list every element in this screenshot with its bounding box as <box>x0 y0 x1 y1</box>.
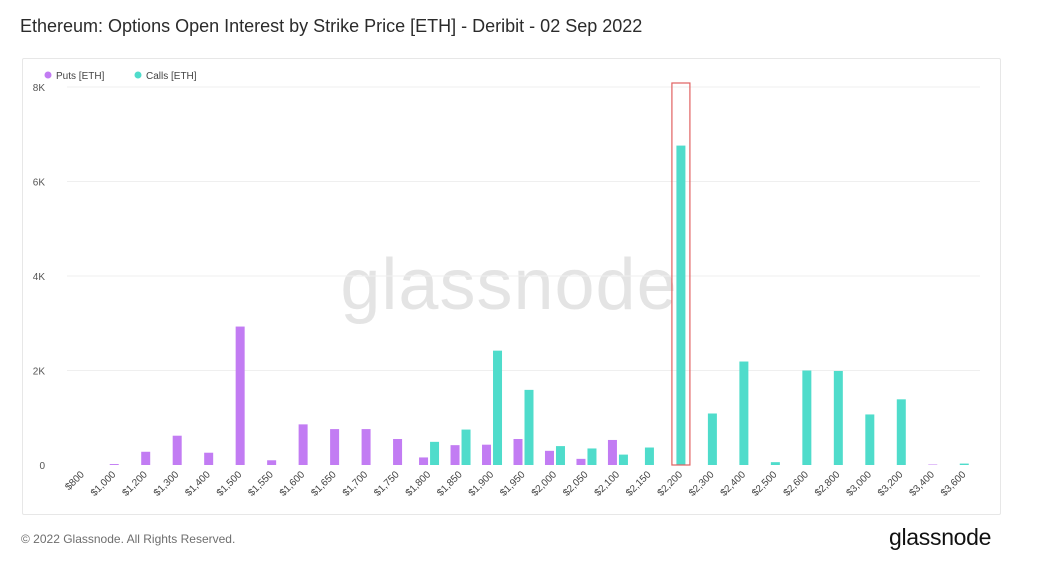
chart-grid <box>67 86 980 371</box>
bar-puts[interactable] <box>576 458 586 465</box>
x-tick-label: $1,600 <box>278 469 308 499</box>
y-tick-label: 2K <box>33 367 46 378</box>
x-tick-label: $2,100 <box>593 469 623 499</box>
legend-swatch <box>44 71 52 79</box>
bar-puts[interactable] <box>204 452 214 465</box>
chart-title: Ethereum: Options Open Interest by Strik… <box>20 16 643 36</box>
bar-calls[interactable] <box>707 413 717 465</box>
bar-calls[interactable] <box>430 441 440 465</box>
x-tick-label: $3,400 <box>907 469 937 499</box>
bar-puts[interactable] <box>544 450 554 465</box>
bar-puts[interactable] <box>607 439 617 465</box>
x-tick-label: $2,200 <box>656 469 686 499</box>
chart-legend: Puts [ETH] Calls [ETH] <box>44 71 197 82</box>
bar-calls[interactable] <box>770 462 780 465</box>
x-tick-label: $1,550 <box>246 469 276 499</box>
x-tick-label: $1,850 <box>435 469 465 499</box>
x-tick-label: $1,400 <box>183 469 213 499</box>
x-tick-label: $1,300 <box>152 469 182 499</box>
x-tick-label: $3,000 <box>845 469 875 499</box>
highlight-box <box>671 82 691 466</box>
bar-calls[interactable] <box>896 399 906 465</box>
legend-label[interactable]: Puts [ETH] <box>56 71 105 82</box>
bar-puts[interactable] <box>330 429 340 465</box>
x-tick-label: $2,400 <box>719 469 749 499</box>
legend-swatch <box>134 71 142 79</box>
x-tick-label: $1,750 <box>372 469 402 499</box>
bar-calls[interactable] <box>555 446 565 465</box>
x-tick-label: $2,500 <box>750 469 780 499</box>
x-tick-label: $3,600 <box>939 469 969 499</box>
x-tick-label: $800 <box>63 469 87 493</box>
x-tick-label: $1,500 <box>215 469 245 499</box>
x-tick-label: $2,800 <box>813 469 843 499</box>
bar-calls[interactable] <box>865 414 875 465</box>
x-tick-label: $2,000 <box>530 469 560 499</box>
bar-calls[interactable] <box>524 389 534 465</box>
y-tick-label: 4K <box>33 272 46 283</box>
bar-puts[interactable] <box>172 435 182 465</box>
bar-calls[interactable] <box>587 448 597 465</box>
bar-puts[interactable] <box>450 445 460 465</box>
bar-puts[interactable] <box>298 424 308 465</box>
x-tick-label: $1,700 <box>341 469 371 499</box>
bar-puts[interactable] <box>361 429 371 465</box>
bar-calls[interactable] <box>833 370 843 465</box>
x-tick-label: $1,800 <box>404 469 434 499</box>
x-tick-label: $2,600 <box>782 469 812 499</box>
x-tick-label: $1,900 <box>467 469 497 499</box>
watermark: glassnode <box>340 245 677 325</box>
legend-label[interactable]: Calls [ETH] <box>146 71 197 82</box>
bar-calls[interactable] <box>959 463 969 465</box>
chart-bars <box>109 82 969 466</box>
bar-calls[interactable] <box>493 350 503 465</box>
bar-puts[interactable] <box>235 326 245 465</box>
y-axis: 0 2K 4K 6K 8K <box>33 83 46 472</box>
x-axis: $800 $1,000 $1,200 $1,300 $1,400 $1,500 $1,550… <box>63 469 968 499</box>
y-tick-label: 6K <box>33 178 46 189</box>
bar-calls[interactable] <box>618 454 628 465</box>
y-tick-label: 8K <box>33 83 46 94</box>
bar-calls[interactable] <box>461 429 471 465</box>
x-tick-label: $1,650 <box>309 469 339 499</box>
copyright-text: © 2022 Glassnode. All Rights Reserved. <box>21 532 236 546</box>
x-tick-label: $2,150 <box>624 469 654 499</box>
chart-panel: glassnode Puts [ETH] Calls [ETH] 0 2K 4K 6K 8… <box>22 58 1001 515</box>
bar-calls[interactable] <box>739 361 749 465</box>
bar-puts[interactable] <box>513 439 523 465</box>
bar-puts[interactable] <box>482 444 492 465</box>
bar-puts[interactable] <box>393 439 403 465</box>
bar-puts[interactable] <box>141 451 151 465</box>
x-tick-label: $1,950 <box>498 469 528 499</box>
bar-puts[interactable] <box>109 464 119 465</box>
x-tick-label: $3,200 <box>876 469 906 499</box>
x-tick-label: $1,200 <box>120 469 150 499</box>
bar-puts[interactable] <box>267 460 277 465</box>
x-tick-label: $1,000 <box>89 469 119 499</box>
brand-logo: glassnode <box>889 524 992 550</box>
y-tick-label: 0 <box>39 461 45 472</box>
bar-calls[interactable] <box>676 145 686 465</box>
bar-calls[interactable] <box>644 447 654 465</box>
chart-svg: glassnode Puts [ETH] Calls [ETH] 0 2K 4K 6K 8… <box>33 71 980 499</box>
x-tick-label: $2,300 <box>687 469 717 499</box>
bar-calls[interactable] <box>802 370 812 466</box>
x-tick-label: $2,050 <box>561 469 591 499</box>
bar-puts[interactable] <box>419 457 429 465</box>
